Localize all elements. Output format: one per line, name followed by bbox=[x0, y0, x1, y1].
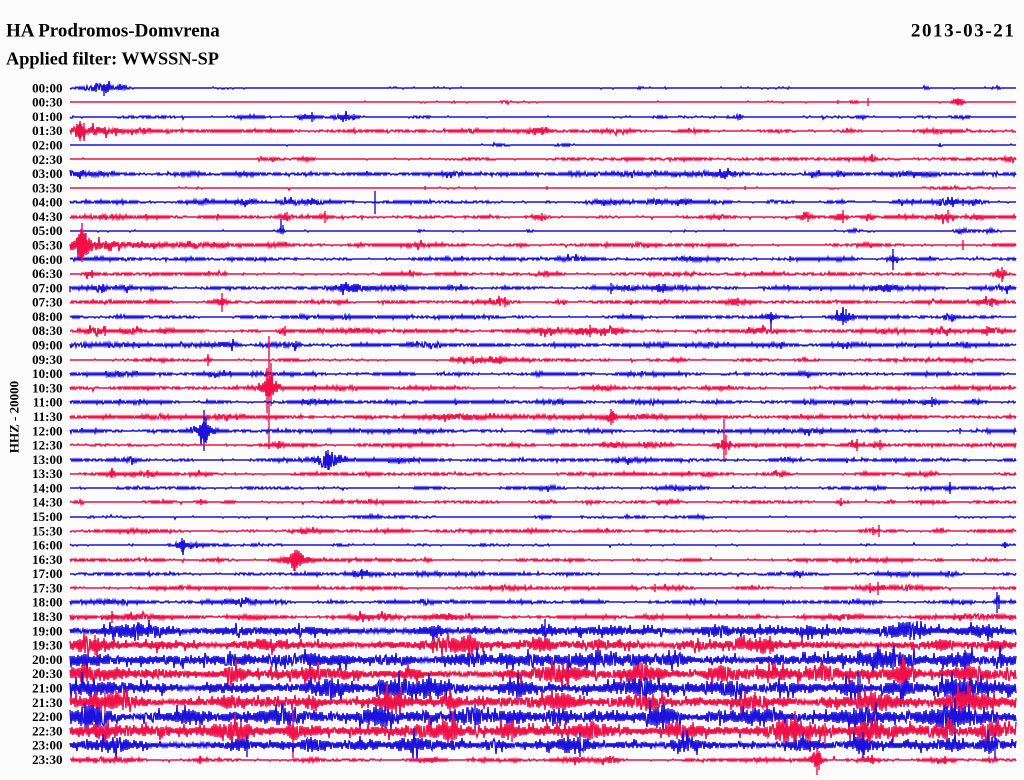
svg-text:00:00: 00:00 bbox=[32, 80, 62, 95]
svg-text:05:00: 05:00 bbox=[32, 223, 62, 238]
svg-text:HA Prodromos-Domvrena: HA Prodromos-Domvrena bbox=[6, 21, 220, 42]
svg-text:05:30: 05:30 bbox=[32, 238, 62, 253]
svg-text:14:30: 14:30 bbox=[32, 495, 62, 510]
svg-text:10:30: 10:30 bbox=[32, 380, 62, 395]
svg-text:01:00: 01:00 bbox=[32, 109, 62, 124]
svg-text:08:30: 08:30 bbox=[32, 323, 62, 338]
svg-text:06:30: 06:30 bbox=[32, 266, 62, 281]
svg-text:20:30: 20:30 bbox=[32, 666, 62, 681]
svg-text:22:00: 22:00 bbox=[32, 709, 62, 724]
svg-text:12:30: 12:30 bbox=[32, 438, 62, 453]
svg-text:17:00: 17:00 bbox=[32, 566, 62, 581]
svg-text:23:30: 23:30 bbox=[32, 752, 62, 767]
svg-text:15:00: 15:00 bbox=[32, 509, 62, 524]
svg-text:21:00: 21:00 bbox=[32, 681, 62, 696]
svg-text:03:00: 03:00 bbox=[32, 166, 62, 181]
svg-text:2013-03-21: 2013-03-21 bbox=[911, 21, 1016, 42]
svg-text:04:00: 04:00 bbox=[32, 195, 62, 210]
svg-text:06:00: 06:00 bbox=[32, 252, 62, 267]
svg-text:Applied filter: WWSSN-SP: Applied filter: WWSSN-SP bbox=[6, 49, 219, 69]
svg-text:01:30: 01:30 bbox=[32, 123, 62, 138]
svg-text:09:30: 09:30 bbox=[32, 352, 62, 367]
svg-text:13:30: 13:30 bbox=[32, 466, 62, 481]
svg-text:14:00: 14:00 bbox=[32, 480, 62, 495]
svg-text:18:00: 18:00 bbox=[32, 595, 62, 610]
svg-text:19:30: 19:30 bbox=[32, 638, 62, 653]
svg-text:08:00: 08:00 bbox=[32, 309, 62, 324]
svg-text:11:00: 11:00 bbox=[33, 395, 63, 410]
svg-text:03:30: 03:30 bbox=[32, 180, 62, 195]
svg-text:04:30: 04:30 bbox=[32, 209, 62, 224]
svg-text:12:00: 12:00 bbox=[32, 423, 62, 438]
svg-text:13:00: 13:00 bbox=[32, 452, 62, 467]
svg-text:18:30: 18:30 bbox=[32, 609, 62, 624]
svg-text:02:00: 02:00 bbox=[32, 138, 62, 153]
svg-text:02:30: 02:30 bbox=[32, 152, 62, 167]
svg-text:07:00: 07:00 bbox=[32, 280, 62, 295]
svg-text:19:00: 19:00 bbox=[32, 623, 62, 638]
svg-text:10:00: 10:00 bbox=[32, 366, 62, 381]
svg-text:07:30: 07:30 bbox=[32, 295, 62, 310]
svg-text:09:00: 09:00 bbox=[32, 338, 62, 353]
svg-text:23:00: 23:00 bbox=[32, 738, 62, 753]
svg-text:17:30: 17:30 bbox=[32, 580, 62, 595]
svg-text:HHZ - 20000: HHZ - 20000 bbox=[7, 381, 22, 453]
svg-text:16:30: 16:30 bbox=[32, 552, 62, 567]
svg-text:21:30: 21:30 bbox=[32, 695, 62, 710]
svg-text:11:30: 11:30 bbox=[33, 409, 63, 424]
svg-text:16:00: 16:00 bbox=[32, 538, 62, 553]
svg-text:20:00: 20:00 bbox=[32, 652, 62, 667]
svg-text:22:30: 22:30 bbox=[32, 723, 62, 738]
svg-text:00:30: 00:30 bbox=[32, 95, 62, 110]
svg-text:15:30: 15:30 bbox=[32, 523, 62, 538]
